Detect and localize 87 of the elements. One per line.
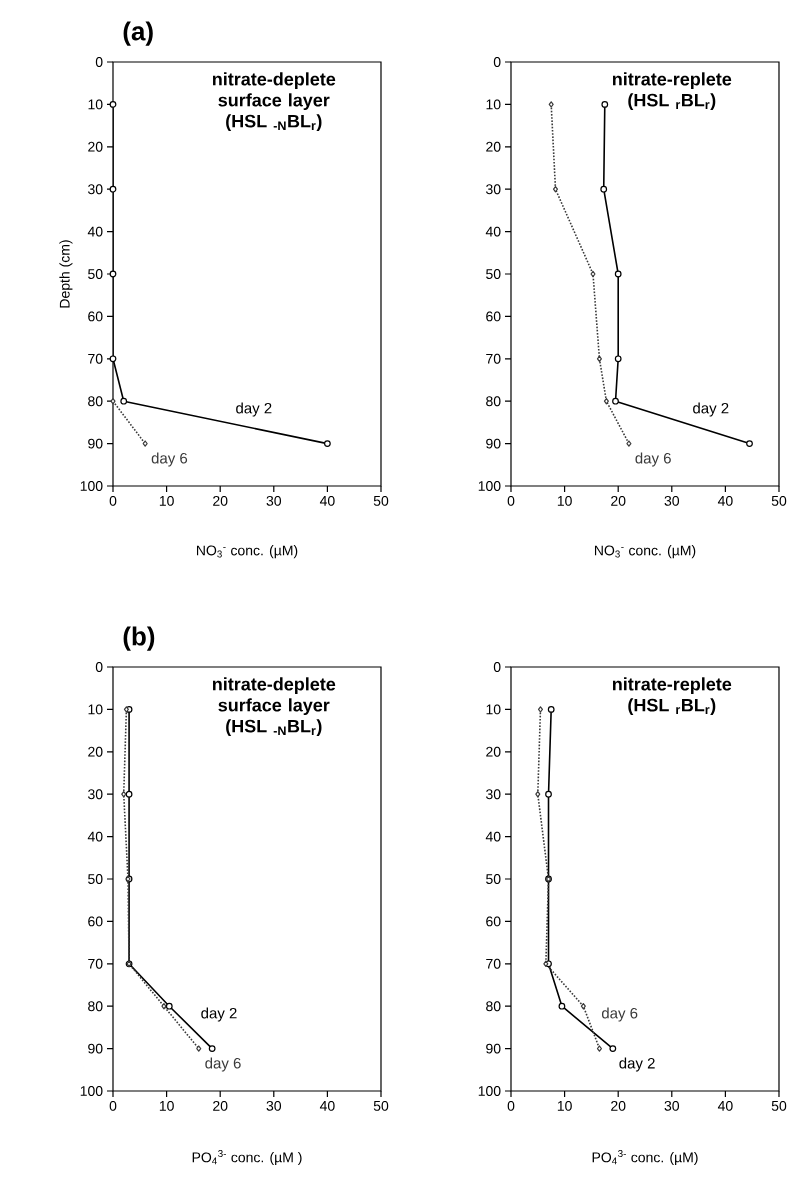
y-tick-label: 80 [486,396,501,407]
y-tick-label: 30 [88,184,103,195]
y-tick-label: 90 [486,1043,501,1054]
y-tick-label: 90 [88,1043,103,1054]
annotation: nitrate-deplete surface layer (HSL $_{-N}$BL$_{r}$) [212,677,336,737]
y-tick-label: 10 [486,99,501,110]
y-tick-label: 90 [88,438,103,449]
y-tick-label: 70 [486,958,501,969]
y-tick-label: 40 [485,831,501,842]
x-tick-label: 0 [507,495,515,506]
y-axis-title: Depth (cm) [59,240,73,308]
y-tick-label: 40 [87,226,103,237]
y-tick-label: 20 [486,746,501,757]
x-tick-label: 40 [319,1100,335,1111]
x-tick-label: 30 [266,1100,282,1111]
y-tick-label: 10 [486,704,501,715]
y-tick-label: 80 [88,1001,103,1012]
x-tick-label: 30 [664,495,680,506]
series-label: day 2 [236,402,272,417]
y-tick-label: 30 [88,789,103,800]
y-tick-label: 100 [478,1086,501,1096]
x-tick-label: 20 [611,1100,626,1111]
series-label: day 2 [693,402,729,417]
x-tick-label: 10 [159,495,174,506]
y-tick-label: 60 [486,311,501,322]
y-tick-label: 30 [486,789,501,800]
x-axis-title: PO$_{4}$$^{3-}$ conc. (µM) [592,1150,698,1166]
y-tick-label: 50 [486,269,501,279]
y-tick-label: 30 [486,184,501,195]
x-tick-label: 50 [373,495,389,506]
series-label: day 2 [201,1007,237,1022]
x-tick-label: 10 [557,1100,572,1111]
series-label: day 6 [205,1057,241,1072]
y-tick-label: 0 [95,662,103,672]
y-tick-label: 70 [88,353,103,364]
y-tick-label: 90 [486,438,501,449]
x-tick-label: 0 [109,1100,117,1111]
series-label: day 6 [635,452,671,467]
y-tick-label: 0 [493,662,501,672]
y-tick-label: 20 [88,746,103,757]
y-tick-label: 10 [88,704,103,715]
y-tick-label: 100 [80,481,103,491]
y-tick-label: 70 [88,958,103,969]
x-tick-label: 40 [717,1100,733,1111]
x-axis-title: NO$_{3}$$^{-}$ conc. (µM) [594,545,696,559]
series-label: day 6 [151,452,188,467]
y-tick-label: 20 [486,141,501,152]
x-tick-label: 40 [319,495,335,506]
y-tick-label: 40 [87,831,103,842]
y-tick-label: 20 [88,141,103,152]
x-tick-label: 20 [213,1100,228,1111]
x-axis-title: NO$_{3}$$^{-}$ conc. (µM) [196,545,298,559]
y-tick-label: 80 [88,396,103,407]
chart-title: (a) [123,21,153,46]
y-tick-label: 10 [88,99,103,110]
x-tick-label: 50 [771,495,787,506]
y-tick-label: 80 [486,1001,501,1012]
y-tick-label: 70 [486,353,501,364]
x-tick-label: 50 [771,1100,787,1111]
x-tick-label: 10 [557,495,572,506]
series-label: day 2 [619,1057,655,1072]
y-tick-label: 60 [486,916,501,927]
annotation: nitrate-deplete surface layer (HSL $_{-N}$BL$_{r}$) [212,72,336,132]
y-tick-label: 0 [95,57,103,67]
x-tick-label: 30 [664,1100,680,1111]
x-tick-label: 0 [507,1100,515,1111]
y-tick-label: 0 [493,57,501,67]
x-tick-label: 50 [373,1100,389,1111]
x-tick-label: 20 [611,495,626,506]
x-tick-label: 20 [213,495,228,506]
y-tick-label: 60 [88,916,103,927]
y-tick-label: 60 [88,311,103,322]
annotation: nitrate-replete (HSL $_{r}$BL$_{r}$) [612,677,732,716]
y-tick-label: 50 [88,269,103,279]
x-axis-title: PO$_{4}$$^{3-}$ conc. (µM ) [192,1150,302,1166]
x-tick-label: 0 [109,495,117,506]
y-tick-label: 100 [478,481,501,491]
x-tick-label: 40 [717,495,733,506]
x-tick-label: 30 [266,495,282,506]
chart-title: (b) [123,626,155,651]
y-tick-label: 40 [485,226,501,237]
y-tick-label: 50 [88,874,103,884]
y-tick-label: 50 [486,874,501,884]
y-tick-label: 100 [80,1086,103,1096]
x-tick-label: 10 [159,1100,174,1111]
series-label: day 6 [601,1007,638,1022]
annotation: nitrate-replete (HSL $_{r}$BL$_{r}$) [612,72,732,111]
